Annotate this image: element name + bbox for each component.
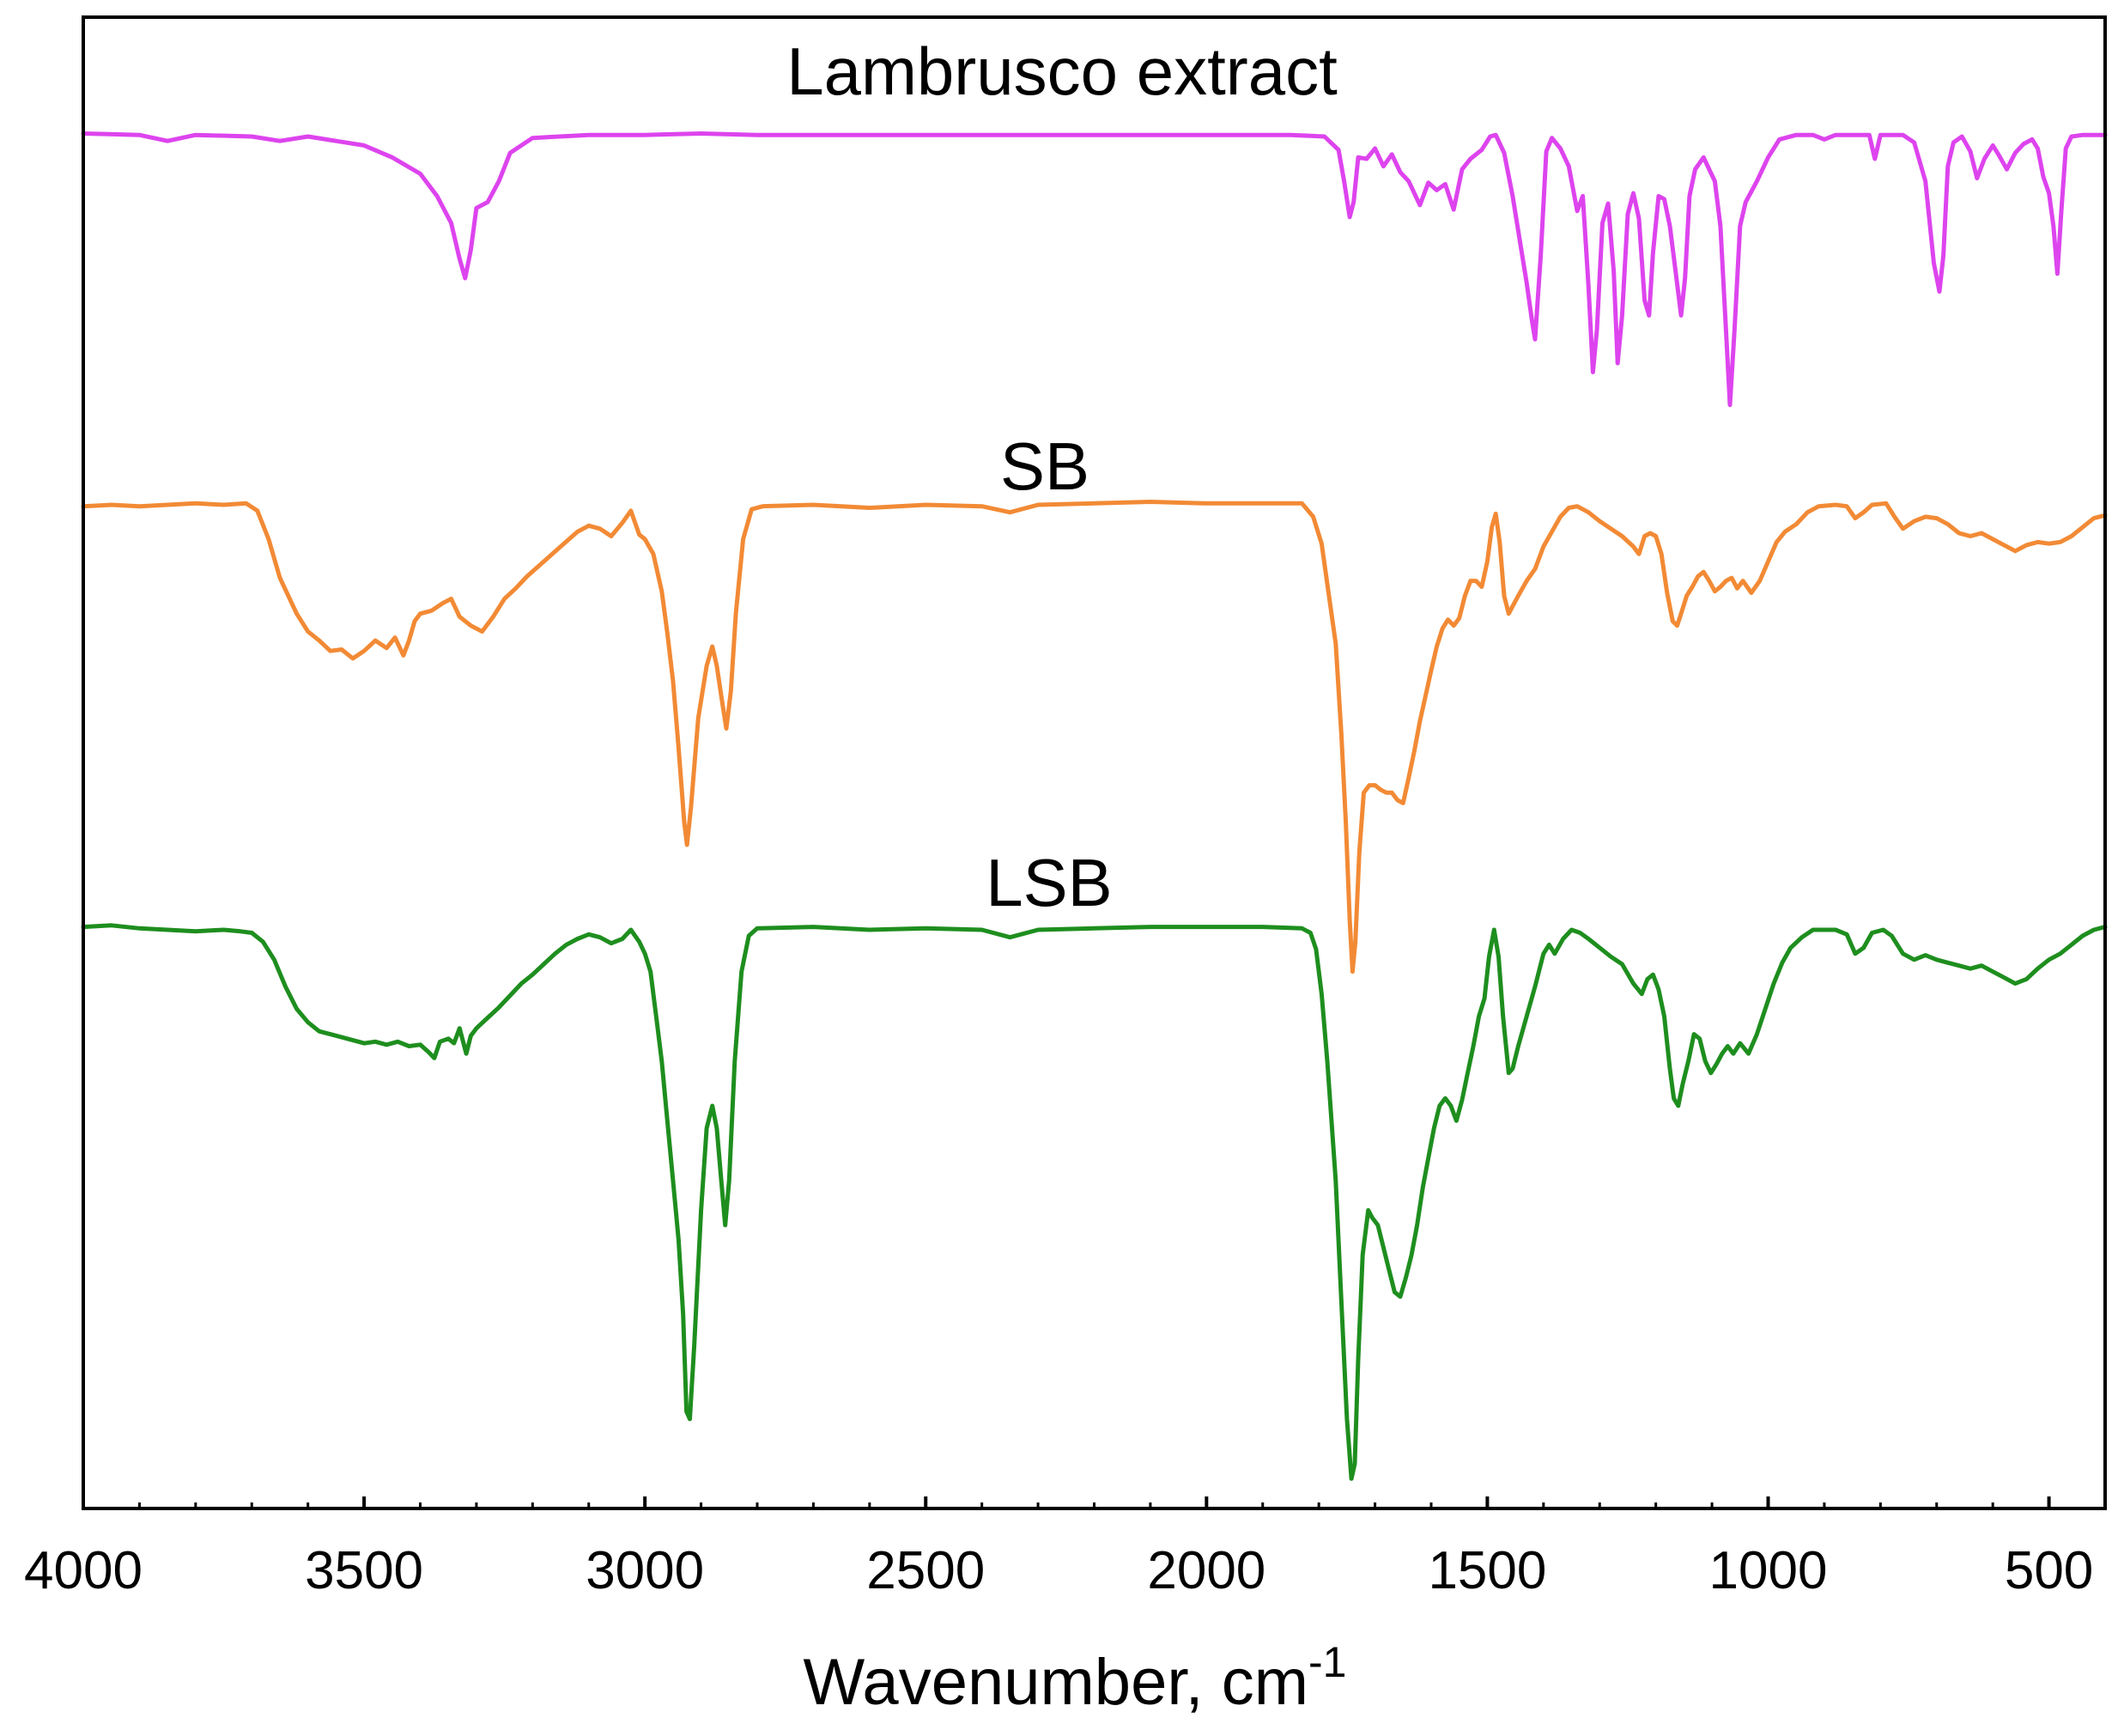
x-tick-label-3500: 3500 — [305, 1541, 423, 1600]
x-tick-layer: 4000 3500 3000 2500 2000 1500 1000 500 — [24, 1496, 2093, 1600]
x-tick-label-4000: 4000 — [24, 1541, 143, 1600]
x-tick-label-1500: 1500 — [1428, 1541, 1546, 1600]
x-axis-title-superscript: -1 — [1308, 1638, 1346, 1686]
series-label-lambrusco-extract: Lambrusco extract — [786, 33, 1338, 109]
x-tick-label-2500: 2500 — [866, 1541, 985, 1600]
x-axis-title-text: Wavenumber, cm — [804, 1646, 1308, 1719]
x-axis-title: Wavenumber, cm-1 — [804, 1638, 1347, 1719]
x-tick-label-500: 500 — [2005, 1541, 2093, 1600]
series-layer — [81, 131, 2108, 1481]
series-label-lsb: LSB — [986, 845, 1112, 920]
series-line-lsb — [81, 923, 2108, 1481]
x-tick-label-2000: 2000 — [1147, 1541, 1265, 1600]
series-line-sb — [81, 500, 2108, 974]
series-label-layer: Lambrusco extract SB LSB — [786, 33, 1338, 920]
x-tick-label-3000: 3000 — [586, 1541, 704, 1600]
series-line-lambrusco-extract — [81, 131, 2108, 408]
series-label-sb: SB — [1000, 428, 1089, 504]
plot-frame — [82, 15, 2107, 1510]
x-tick-label-1000: 1000 — [1709, 1541, 1828, 1600]
